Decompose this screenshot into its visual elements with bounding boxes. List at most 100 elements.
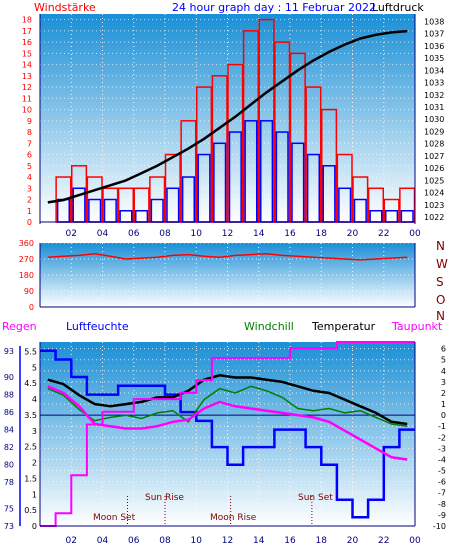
temp-tick-label: 0 bbox=[441, 411, 446, 420]
x-tick-label: 18 bbox=[316, 536, 328, 546]
regen-label: Regen bbox=[2, 320, 37, 333]
x-tick-label: 06 bbox=[128, 229, 140, 239]
x-tick-label: 22 bbox=[378, 536, 389, 546]
taupunkt-label: Taupunkt bbox=[391, 320, 443, 333]
rain-tick-label: 4 bbox=[32, 395, 37, 404]
wind-tick-label: 5 bbox=[27, 162, 32, 171]
humidity-tick-label: 93 bbox=[4, 347, 14, 356]
x-tick-label: 02 bbox=[66, 536, 77, 546]
pressure-tick-label: 1022 bbox=[424, 213, 444, 222]
humidity-tick-label: 80 bbox=[4, 461, 14, 470]
wind-tick-label: 3 bbox=[27, 184, 32, 193]
humidity-tick-label: 73 bbox=[4, 522, 14, 531]
temp-tick-label: 4 bbox=[441, 367, 446, 376]
wind-tick-label: 4 bbox=[27, 173, 32, 182]
x-tick-label: 20 bbox=[347, 536, 359, 546]
x-tick-label: 12 bbox=[222, 229, 233, 239]
pressure-tick-label: 1037 bbox=[424, 30, 444, 39]
x-tick-label: 00 bbox=[409, 229, 421, 239]
windchill-line bbox=[47, 385, 408, 427]
rain-tick-label: 2.5 bbox=[24, 443, 37, 452]
pressure-tick-label: 1026 bbox=[424, 164, 444, 173]
temp-tick-label: -10 bbox=[433, 522, 446, 531]
pressure-line bbox=[47, 29, 408, 204]
wind-tick-label: 18 bbox=[22, 16, 32, 25]
rain-tick-label: 5.5 bbox=[24, 348, 37, 357]
temp-tick-label: -4 bbox=[438, 455, 446, 464]
direction-tick-label: 180 bbox=[19, 271, 34, 280]
humidity-tick-label: 75 bbox=[4, 504, 14, 513]
pressure-tick-label: 1023 bbox=[424, 201, 444, 210]
temp-tick-label: -7 bbox=[438, 489, 446, 498]
pressure-tick-label: 1024 bbox=[424, 189, 444, 198]
x-tick-label: 02 bbox=[66, 229, 77, 239]
humidity-tick-label: 84 bbox=[4, 426, 14, 435]
wind-tick-label: 1 bbox=[27, 207, 32, 216]
event-moon-rise: Moon Rise bbox=[210, 513, 257, 523]
x-tick-label: 16 bbox=[284, 536, 296, 546]
temp-tick-label: 3 bbox=[441, 378, 446, 387]
temp-tick-label: 2 bbox=[441, 389, 446, 398]
x-tick-label: 10 bbox=[191, 536, 203, 546]
direction-letter-w: W bbox=[436, 257, 448, 271]
event-sun-rise: Sun Rise bbox=[145, 493, 184, 503]
x-tick-label: 10 bbox=[191, 229, 203, 239]
x-tick-label: 22 bbox=[378, 229, 389, 239]
wind-tick-label: 12 bbox=[22, 83, 32, 92]
rain-tick-label: 1.5 bbox=[24, 474, 37, 483]
temp-tick-label: -3 bbox=[438, 444, 446, 453]
x-tick-label: 20 bbox=[347, 229, 359, 239]
temp-tick-label: 6 bbox=[441, 345, 446, 354]
x-tick-label: 14 bbox=[253, 536, 265, 546]
rain-tick-label: 2 bbox=[32, 459, 37, 468]
pressure-tick-label: 1033 bbox=[424, 79, 444, 88]
graph-title: 24 hour graph day : 11 Februar 2022 bbox=[172, 1, 376, 14]
x-tick-label: 12 bbox=[222, 536, 233, 546]
wind-tick-label: 6 bbox=[27, 151, 32, 160]
temp-tick-label: -6 bbox=[438, 478, 446, 487]
direction-line bbox=[47, 252, 408, 261]
wind-tick-label: 17 bbox=[22, 27, 32, 36]
luftfeuchte-label: Luftfeuchte bbox=[66, 320, 129, 333]
direction-letter-s: S bbox=[436, 275, 444, 289]
wind-tick-label: 13 bbox=[22, 72, 32, 81]
wind-tick-label: 7 bbox=[27, 139, 32, 148]
rain-tick-label: 4.5 bbox=[24, 379, 37, 388]
pressure-tick-label: 1025 bbox=[424, 176, 444, 185]
direction-tick-label: 0 bbox=[29, 303, 34, 312]
temp-tick-label: -5 bbox=[438, 467, 446, 476]
temp-tick-label: -9 bbox=[438, 511, 446, 520]
pressure-tick-label: 1038 bbox=[424, 17, 444, 26]
direction-tick-label: 360 bbox=[19, 239, 34, 248]
wind-tick-label: 9 bbox=[27, 117, 32, 126]
wind-tick-label: 14 bbox=[22, 61, 32, 70]
pressure-tick-label: 1028 bbox=[424, 140, 444, 149]
wind-tick-label: 11 bbox=[22, 94, 32, 103]
pressure-tick-label: 1031 bbox=[424, 103, 444, 112]
x-tick-label: 14 bbox=[253, 229, 265, 239]
humidity-tick-label: 82 bbox=[4, 443, 14, 452]
humidity-tick-label: 78 bbox=[4, 478, 14, 487]
direction-letter-n-top: N bbox=[436, 239, 445, 253]
dewpoint-line bbox=[47, 385, 408, 461]
humidity-line bbox=[40, 349, 415, 519]
wind-tick-label: 8 bbox=[27, 128, 32, 137]
rain-tick-label: 5 bbox=[32, 363, 37, 372]
direction-tick-label: 270 bbox=[19, 255, 34, 264]
direction-letter-o: O bbox=[436, 293, 445, 307]
temp-tick-label: 1 bbox=[441, 400, 446, 409]
x-tick-label: 16 bbox=[284, 229, 296, 239]
pressure-tick-label: 1035 bbox=[424, 54, 444, 63]
temperatur-label: Temperatur bbox=[311, 320, 376, 333]
x-tick-label: 04 bbox=[97, 229, 109, 239]
wind-tick-label: 10 bbox=[22, 106, 32, 115]
temperature-line bbox=[47, 374, 408, 426]
rain-tick-label: 0.5 bbox=[24, 506, 37, 515]
pressure-tick-label: 1034 bbox=[424, 66, 444, 75]
x-tick-label: 06 bbox=[128, 536, 140, 546]
temp-tick-label: 5 bbox=[441, 356, 446, 365]
wind-tick-label: 16 bbox=[22, 38, 32, 47]
rain-line bbox=[40, 341, 415, 527]
humidity-tick-label: 86 bbox=[4, 408, 14, 417]
